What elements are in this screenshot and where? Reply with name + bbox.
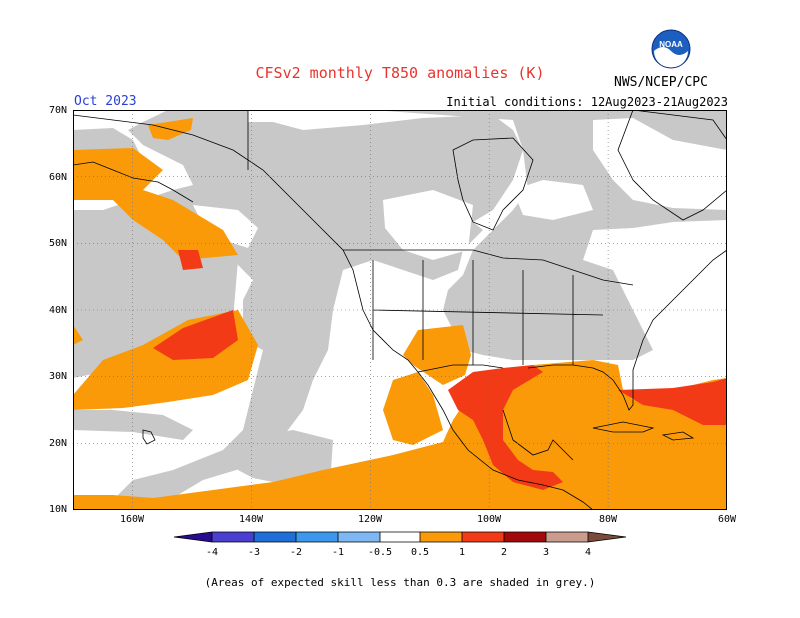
lon-label-80w: 80W [598,514,618,525]
lon-label-60w: 60W [717,514,737,525]
lon-label-140w: 140W [238,514,264,525]
legend-swatch-2-3 [504,532,546,542]
lon-label-120w: 120W [357,514,383,525]
legend-swatch-1-2 [462,532,504,542]
legend-label-2: 2 [500,547,508,558]
legend-swatch-3-4 [546,532,588,542]
agency-label: NWS/NCEP/CPC [614,75,708,90]
legend-label-3: 3 [542,547,550,558]
legend-label-1: 1 [458,547,466,558]
forecast-month: Oct 2023 [74,94,137,109]
lon-label-160w: 160W [119,514,145,525]
lat-label-60n: 60N [48,172,67,183]
legend-swatch-gt-4 [588,532,626,542]
initial-conditions: Initial conditions: 12Aug2023-21Aug2023 [446,95,728,109]
legend-label-neg1: -1 [331,547,345,558]
lon-label-100w: 100W [476,514,502,525]
legend-label-neg4: -4 [205,547,219,558]
boundaries [73,110,727,510]
legend-swatch-3-2 [254,532,296,542]
lat-label-10n: 10N [48,504,67,515]
anomaly-map [73,110,727,510]
lat-label-50n: 50N [48,238,67,249]
map-title: CFSv2 monthly T850 anomalies (K) [255,64,545,82]
legend-swatch-2-1 [296,532,338,542]
legend-label-05: 0.5 [410,547,430,558]
lat-label-20n: 20N [48,438,67,449]
legend-label-4: 4 [584,547,592,558]
lat-label-70n: 70N [48,105,67,116]
map-frame [73,110,727,510]
color-legend [173,531,627,543]
skill-footnote: (Areas of expected skill less than 0.3 a… [204,576,596,589]
lat-label-40n: 40N [48,305,67,316]
legend-swatch-4-3 [212,532,254,542]
graticule [73,110,727,510]
lat-label-30n: 30N [48,371,67,382]
legend-label-neg05: -0.5 [367,547,393,558]
legend-label-neg3: -3 [247,547,261,558]
svg-text:NOAA: NOAA [659,40,683,49]
legend-label-neg2: -2 [289,547,303,558]
legend-swatch-neutral [380,532,420,542]
anomaly-1-to-2 [153,250,727,490]
legend-swatch-1-05 [338,532,380,542]
noaa-logo: NOAA [651,29,691,73]
legend-swatch-05-1 [420,532,462,542]
legend-swatch-lt-4 [174,532,212,542]
